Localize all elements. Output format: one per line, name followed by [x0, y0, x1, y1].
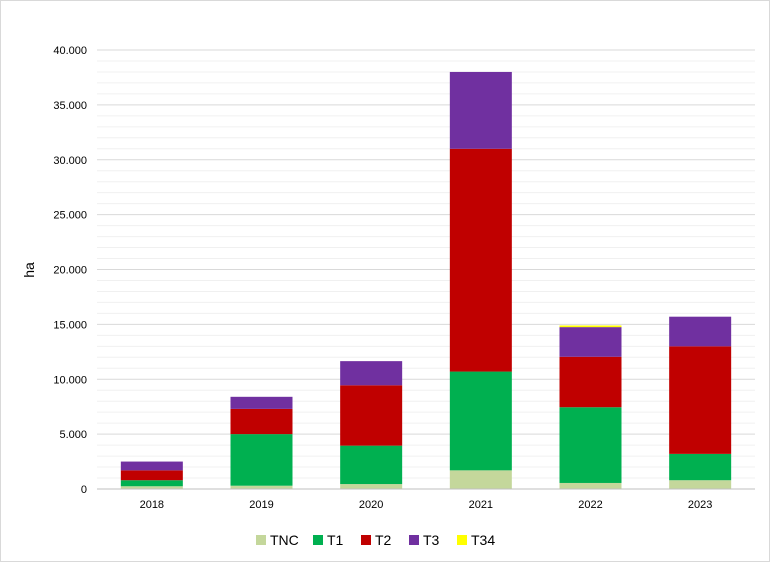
bar-t2-2018: [120, 470, 183, 481]
legend-label-t1: T1: [327, 532, 344, 548]
legend-swatch-t34: [457, 535, 467, 545]
legend-swatch-t2: [361, 535, 371, 545]
bar-t1-2019: [230, 434, 293, 486]
y-axis-label: ha: [21, 262, 37, 278]
x-tick-label: 2022: [578, 499, 602, 511]
y-tick-label: 30.000: [53, 155, 87, 167]
bar-t34-2022: [559, 325, 622, 328]
bar-t1-2020: [340, 445, 403, 485]
bar-t2-2019: [230, 408, 293, 435]
y-tick-label: 5.000: [59, 429, 87, 441]
y-tick-label: 35.000: [53, 100, 87, 112]
bar-tnc-2018: [120, 486, 183, 489]
bar-tnc-2021: [449, 470, 512, 489]
legend-swatch-t1: [313, 535, 323, 545]
bar-t3-2023: [669, 316, 732, 347]
grid-lines: [97, 49, 755, 479]
bar-t1-2023: [669, 453, 732, 481]
bar-t3-2020: [340, 361, 403, 386]
legend-swatch-tnc: [256, 535, 266, 545]
bar-tnc-2022: [559, 482, 622, 489]
bar-tnc-2019: [230, 485, 293, 489]
bar-t1-2018: [120, 480, 183, 487]
bar-t3-2022: [559, 327, 622, 357]
x-tick-label: 2020: [359, 499, 383, 511]
bar-t3-2021: [449, 71, 512, 149]
bar-t1-2021: [449, 371, 512, 471]
bar-t1-2022: [559, 407, 622, 483]
bars: [120, 71, 732, 489]
y-tick-label: 40.000: [53, 45, 87, 57]
bar-t3-2019: [230, 396, 293, 409]
x-tick-label: 2019: [249, 499, 273, 511]
axes: 0 5.000 10.000 15.000 20.000 25.000 30.000 35.0…: [53, 45, 755, 511]
legend-swatch-t3: [409, 535, 419, 545]
bar-t3-2018: [120, 461, 183, 471]
legend: TNC T1 T2 T3 T34: [256, 532, 495, 548]
bar-t2-2023: [669, 346, 732, 454]
bar-tnc-2023: [669, 480, 732, 489]
legend-label-t34: T34: [471, 532, 495, 548]
x-tick-label: 2018: [140, 499, 164, 511]
y-tick-label: 20.000: [53, 265, 87, 277]
bar-tnc-2020: [340, 484, 403, 489]
y-tick-label: 10.000: [53, 374, 87, 386]
bar-t2-2022: [559, 356, 622, 408]
x-tick-label: 2023: [688, 499, 712, 511]
y-tick-label: 15.000: [53, 319, 87, 331]
x-tick-label: 2021: [469, 499, 493, 511]
legend-label-t2: T2: [375, 532, 392, 548]
legend-label-t3: T3: [423, 532, 440, 548]
bar-t2-2021: [449, 148, 512, 372]
legend-label-tnc: TNC: [270, 532, 299, 548]
bar-t2-2020: [340, 385, 403, 446]
y-tick-label: 0: [81, 484, 87, 496]
y-tick-label: 25.000: [53, 210, 87, 222]
